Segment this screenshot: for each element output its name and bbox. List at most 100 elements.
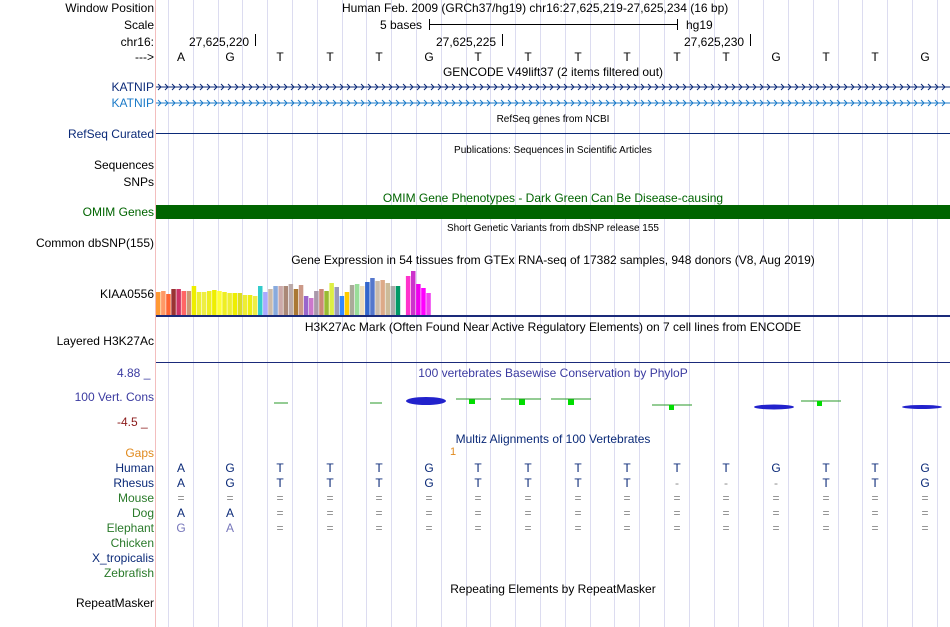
multiz-track-title[interactable]: Multiz Alignments of 100 Vertebrates	[455, 432, 651, 446]
base-9[interactable]: T	[574, 50, 582, 64]
gaps-label[interactable]: Gaps	[125, 446, 154, 460]
omim-label[interactable]: OMIM Genes	[82, 205, 154, 219]
strand-chevron	[395, 99, 400, 107]
strand-chevron	[339, 99, 344, 107]
gencode-gene-2-strand[interactable]	[156, 98, 950, 108]
strand-chevron	[367, 99, 372, 107]
strand-chevron	[668, 83, 673, 91]
gtex-tissue-bar	[400, 282, 406, 316]
strand-chevron	[738, 83, 743, 91]
base-14[interactable]: T	[822, 50, 830, 64]
strand-chevron	[843, 99, 848, 107]
strand-chevron	[808, 99, 813, 107]
base-3[interactable]: T	[276, 50, 284, 64]
omim-track-title[interactable]: OMIM Gene Phenotypes - Dark Green Can Be…	[382, 191, 724, 205]
base-8[interactable]: T	[524, 50, 532, 64]
repeatmasker-label[interactable]: RepeatMasker	[75, 596, 154, 610]
assembly-position-text[interactable]: Human Feb. 2009 (GRCh37/hg19) chr16:27,6…	[342, 1, 729, 15]
base-1[interactable]: A	[176, 50, 185, 64]
strand-chevron	[514, 99, 519, 107]
alignment-base: =	[425, 521, 433, 535]
repeatmasker-track-title[interactable]: Repeating Elements by RepeatMasker	[450, 582, 656, 596]
gtex-tissue-bar	[349, 285, 355, 316]
base-6[interactable]: G	[424, 50, 434, 64]
alignment-base: =	[623, 521, 631, 535]
strand-chevron	[563, 83, 568, 91]
alignment-base: G	[225, 476, 235, 490]
strand-chevron	[479, 99, 484, 107]
strand-chevron	[766, 99, 771, 107]
refseq-track-title[interactable]: RefSeq genes from NCBI	[496, 114, 610, 125]
strand-chevron	[444, 83, 449, 91]
gencode-gene-2-label[interactable]: KATNIP	[111, 96, 154, 110]
strand-chevron	[437, 99, 442, 107]
alignment-base: =	[921, 506, 929, 520]
alignment-base: =	[425, 506, 433, 520]
strand-chevron	[178, 83, 183, 91]
base-13[interactable]: G	[771, 50, 781, 64]
base-15[interactable]: T	[871, 50, 879, 64]
gtex-track-title[interactable]: Gene Expression in 54 tissues from GTEx …	[291, 253, 815, 267]
gencode-gene-1-strand[interactable]	[156, 82, 950, 92]
alignment-base: T	[574, 476, 582, 490]
strand-chevron	[514, 83, 519, 91]
gencode-track-title[interactable]: GENCODE V49lift37 (2 items filtered out)	[442, 65, 664, 79]
base-16[interactable]: G	[920, 50, 930, 64]
base-4[interactable]: T	[326, 50, 334, 64]
base-11[interactable]: T	[673, 50, 681, 64]
strand-chevron	[388, 83, 393, 91]
dbsnp-track-title[interactable]: Short Genetic Variants from dbSNP releas…	[447, 223, 659, 234]
alignment-base: =	[276, 506, 284, 520]
gtex-gene-label[interactable]: KIAA0556	[99, 287, 154, 301]
strand-chevron	[206, 83, 211, 91]
strand-chevron	[276, 83, 281, 91]
gtex-expression-chart[interactable]	[156, 266, 556, 316]
alignment-base: T	[722, 461, 730, 475]
cons-logo-g2	[902, 405, 942, 409]
h3k27ac-track-title[interactable]: H3K27Ac Mark (Often Found Near Active Re…	[304, 320, 802, 334]
cons-logo-g	[406, 397, 446, 405]
species-label-zebrafish[interactable]: Zebrafish	[103, 566, 154, 580]
species-label-rhesus[interactable]: Rhesus	[113, 476, 154, 490]
alignment-base: =	[326, 521, 334, 535]
gencode-gene-1-label[interactable]: KATNIP	[111, 80, 154, 94]
species-label-mouse[interactable]: Mouse	[117, 491, 154, 505]
gtex-tissue-bar	[309, 298, 314, 316]
strand-chevron	[507, 83, 512, 91]
base-2[interactable]: G	[225, 50, 235, 64]
species-label-human[interactable]: Human	[115, 461, 154, 475]
alignment-base: T	[822, 476, 830, 490]
scale-bar-right-tick	[677, 19, 678, 30]
snps-label[interactable]: SNPs	[123, 175, 154, 189]
refseq-label[interactable]: RefSeq Curated	[67, 127, 154, 141]
species-label-x_tropicalis[interactable]: X_tropicalis	[91, 551, 154, 565]
strand-chevron	[857, 83, 862, 91]
h3k27ac-label[interactable]: Layered H3K27Ac	[56, 334, 154, 348]
omim-feature-bar[interactable]	[156, 205, 950, 219]
strand-chevron	[892, 99, 897, 107]
strand-chevron	[248, 83, 253, 91]
dbsnp-label[interactable]: Common dbSNP(155)	[35, 236, 154, 250]
species-label-elephant[interactable]: Elephant	[106, 521, 154, 535]
strand-chevron	[549, 83, 554, 91]
gtex-tissue-bar	[426, 293, 431, 316]
strand-chevron	[430, 99, 435, 107]
base-10[interactable]: T	[623, 50, 631, 64]
strand-chevron	[899, 83, 904, 91]
publications-track-title[interactable]: Publications: Sequences in Scientific Ar…	[454, 145, 652, 156]
strand-chevron	[605, 99, 610, 107]
species-label-dog[interactable]: Dog	[131, 506, 154, 520]
conservation-track-title[interactable]: 100 vertebrates Basewise Conservation by…	[418, 366, 688, 380]
base-5[interactable]: T	[375, 50, 383, 64]
base-12[interactable]: T	[722, 50, 730, 64]
strand-chevron	[241, 99, 246, 107]
conservation-plot[interactable]	[156, 393, 950, 413]
sequences-label[interactable]: Sequences	[93, 158, 154, 172]
refseq-gene-line[interactable]	[156, 133, 950, 134]
cons-mark	[568, 399, 574, 405]
base-7[interactable]: T	[474, 50, 482, 64]
strand-chevron	[871, 99, 876, 107]
species-label-chicken[interactable]: Chicken	[110, 536, 154, 550]
conservation-label[interactable]: 100 Vert. Cons	[74, 390, 154, 404]
alignment-base: =	[524, 521, 532, 535]
